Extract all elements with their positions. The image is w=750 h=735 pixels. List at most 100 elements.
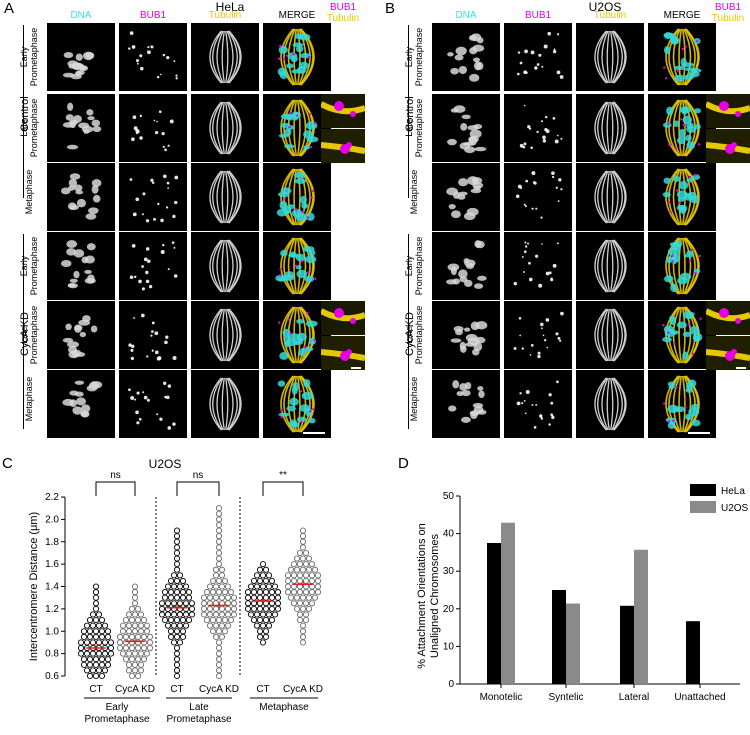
data-point <box>209 577 217 584</box>
row-label: Metaphase <box>24 157 34 227</box>
inset-label: BUB1 Tubulin <box>321 2 365 24</box>
data-point <box>206 583 214 590</box>
data-point <box>230 611 238 618</box>
x-category-label: CT <box>170 684 183 695</box>
data-point <box>244 600 252 607</box>
data-point <box>265 583 273 590</box>
micrograph-bub <box>504 301 572 369</box>
data-point <box>296 549 304 556</box>
micrograph-merge <box>648 232 716 300</box>
y-tick-label: 1.8 <box>45 537 59 548</box>
data-point <box>143 628 151 635</box>
data-point <box>314 583 322 590</box>
data-point <box>250 605 258 612</box>
micrograph-dna <box>47 301 115 369</box>
micrograph-dna <box>432 23 500 91</box>
row-label-line2: Prometaphase <box>414 236 424 296</box>
data-point <box>128 672 136 680</box>
micrograph-merge <box>648 163 716 231</box>
group-bracket <box>23 234 24 429</box>
row-label-line2: Prometaphase <box>29 305 39 365</box>
micrograph-bub <box>504 232 572 300</box>
micrograph-bub <box>119 232 187 300</box>
data-point <box>170 622 178 629</box>
data-point <box>218 611 226 618</box>
y-tick-label: 0.8 <box>45 649 59 660</box>
data-point <box>290 577 298 584</box>
channel-label-dna: DNA <box>70 10 92 21</box>
data-point <box>134 633 142 640</box>
data-point <box>299 555 307 562</box>
row-label-line1: Late <box>19 119 29 137</box>
data-point <box>176 622 184 629</box>
micrograph-bub <box>119 94 187 162</box>
data-point <box>164 611 172 618</box>
zoom-inset <box>321 336 365 370</box>
data-point <box>218 583 226 590</box>
data-point <box>83 639 91 646</box>
data-point <box>146 644 154 652</box>
y-tick-label: 20 <box>443 604 455 615</box>
data-point <box>164 583 172 590</box>
bar-hela <box>620 605 634 684</box>
data-point <box>215 617 223 624</box>
data-point <box>314 577 322 584</box>
data-point <box>83 667 91 674</box>
micrograph-tub <box>576 94 644 162</box>
data-point <box>302 549 310 556</box>
micrograph-merge <box>648 301 716 369</box>
data-point <box>173 577 181 584</box>
row-label: Late Prometaphase <box>19 93 39 163</box>
y-tick-label: 1.2 <box>45 604 59 615</box>
micrograph-dna <box>432 232 500 300</box>
legend-swatch <box>690 484 716 496</box>
data-point <box>179 577 187 584</box>
inset-label-bub1: BUB1 <box>329 2 357 13</box>
data-point <box>227 617 235 624</box>
data-point <box>170 639 178 646</box>
data-point <box>131 589 139 596</box>
data-point <box>95 622 103 629</box>
row-label: Early Prometaphase <box>19 231 39 301</box>
data-point <box>173 633 181 640</box>
data-point <box>161 594 169 601</box>
data-point <box>259 622 267 629</box>
data-point <box>80 628 88 635</box>
row-label-line2: Prometaphase <box>29 27 39 87</box>
data-point <box>176 600 184 607</box>
data-point <box>143 622 151 629</box>
data-point <box>206 594 214 601</box>
significance-label: ns <box>110 470 121 481</box>
micrograph-dna <box>432 301 500 369</box>
data-point <box>107 639 115 646</box>
data-point <box>77 639 85 646</box>
row-label: Early Prometaphase <box>404 231 424 301</box>
data-point <box>86 672 94 680</box>
data-point <box>299 544 307 551</box>
data-point <box>128 656 136 663</box>
data-point <box>296 572 304 579</box>
x-category-label: Unattached <box>674 692 725 703</box>
data-point <box>215 527 223 534</box>
data-point <box>262 594 270 601</box>
data-point <box>167 589 175 596</box>
data-point <box>218 566 226 573</box>
data-point <box>122 656 130 663</box>
data-point <box>227 589 235 596</box>
data-point <box>262 566 270 573</box>
group-label-line2: Prometaphase <box>84 714 149 725</box>
data-point <box>173 566 181 573</box>
data-point <box>170 611 178 618</box>
data-point <box>259 561 267 568</box>
x-category-label: CT <box>89 684 102 695</box>
data-point <box>176 639 184 646</box>
data-point <box>131 667 139 674</box>
data-point <box>83 650 91 657</box>
data-point <box>137 622 145 629</box>
x-category-label: Lateral <box>619 692 650 703</box>
data-point <box>200 600 208 607</box>
data-point <box>268 594 276 601</box>
data-point <box>215 538 223 545</box>
y-tick-label: 0.6 <box>45 671 59 682</box>
data-point <box>215 516 223 523</box>
